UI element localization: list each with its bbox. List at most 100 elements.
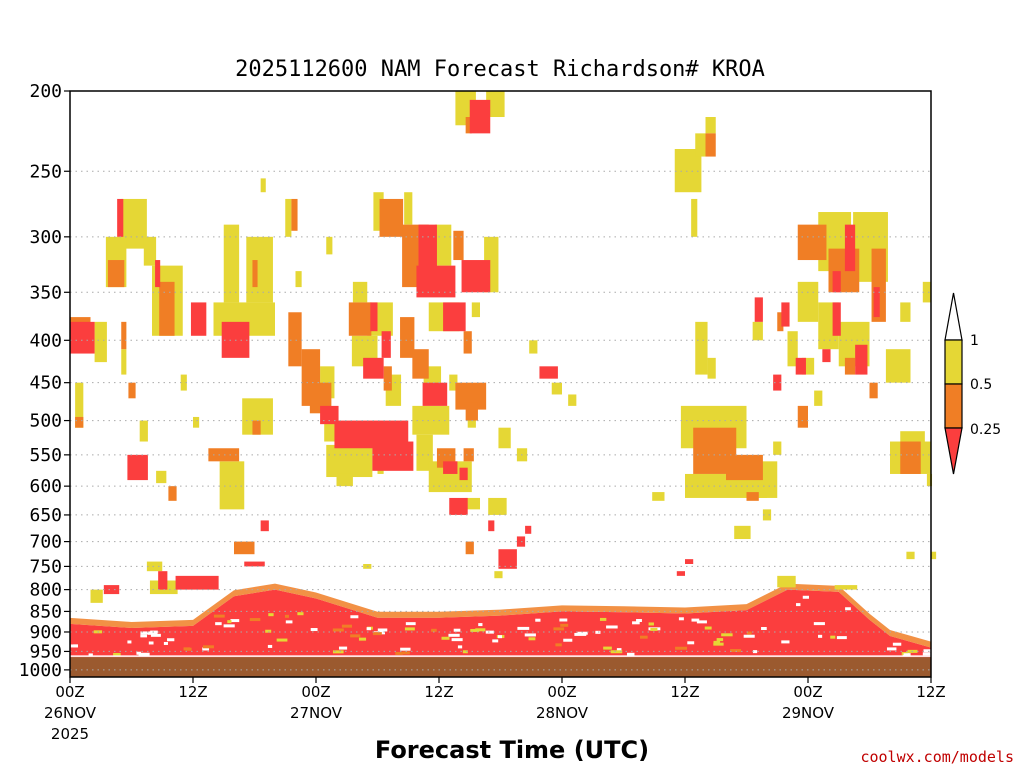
y-tick-label-300: 300 [29,227,62,248]
ri-cell-orange [797,405,808,428]
boundary-layer-speckle [796,603,801,607]
ri-cell-yellow [498,427,511,449]
boundary-layer-speckle [761,627,767,631]
boundary-layer-speckle [553,627,565,631]
boundary-layer-speckle [341,624,352,628]
y-tick-label-550: 550 [29,445,62,466]
boundary-layer-speckle [88,653,93,657]
ri-cell-red [155,260,161,288]
x-tick-label-3: 12Z [424,683,453,701]
boundary-layer-speckle [127,640,132,644]
ri-cell-orange [348,302,372,336]
boundary-layer-speckle [535,618,541,622]
ri-cell-orange [383,366,392,391]
ri-cell-red [443,302,466,332]
credit-link[interactable]: coolwx.com/models [860,748,1014,766]
y-tick-label-200: 200 [29,81,62,102]
ri-cell-orange [168,486,177,501]
boundary-layer-speckle [113,653,121,657]
boundary-layer-speckle [223,624,235,628]
boundary-layer-fringe [562,605,624,613]
boundary-layer-speckle [404,627,415,631]
ri-cell-orange [208,448,240,462]
legend-label-top: 1 [970,333,979,349]
boundary-layer-fringe [439,609,501,618]
x-tick-year-0: 2025 [51,725,89,743]
boundary-layer-speckle [140,634,147,638]
ri-cell-red [795,357,806,375]
ri-cell-yellow [285,198,292,237]
boundary-layer-speckle [632,621,640,625]
boundary-layer-speckle [332,628,344,632]
ri-cell-yellow [336,473,353,487]
ri-cell-yellow [705,117,716,134]
boundary-layer-speckle [675,646,688,650]
ri-cell-orange [412,349,429,379]
boundary-layer-speckle [892,642,902,646]
ri-cell-red [832,271,841,293]
boundary-layer-speckle [713,640,721,644]
ri-cell-yellow [734,525,751,540]
ri-cell-red [469,99,491,134]
ri-cell-red [844,224,856,272]
ri-cell-yellow [926,473,933,487]
boundary-layer-speckle [517,626,530,630]
ri-cell-orange [75,416,84,428]
ri-cell-orange [107,260,125,288]
boundary-layer-speckle [227,620,232,624]
boundary-layer-fringe [70,617,132,628]
boundary-layer-fringe [623,606,685,614]
ri-cell-yellow [121,349,127,375]
boundary-layer-fringe [746,583,788,611]
boundary-layer-speckle [923,649,932,653]
boundary-layer-speckle [845,607,851,611]
boundary-layer-speckle [616,648,622,652]
chart-title: 2025112600 NAM Forecast Richardson# KROA [235,57,765,82]
boundary-layer-speckle [202,647,210,651]
boundary-layer-speckle [636,618,642,622]
boundary-layer-speckle [140,631,152,635]
ri-cell-yellow [146,561,163,572]
boundary-layer-speckle [470,628,480,632]
y-tick-label-750: 750 [29,556,62,577]
ri-cell-red [676,571,685,576]
boundary-layer-speckle [402,651,410,655]
ri-cell-yellow [814,390,823,406]
boundary-layer-speckle [687,641,695,645]
boundary-layer-speckle [559,618,568,622]
y-tick-label-600: 600 [29,476,62,497]
ri-cell-yellow [797,281,819,322]
ri-cell-red [832,302,841,336]
boundary-layer-fringe [838,585,870,620]
ri-cell-yellow [551,382,562,395]
boundary-layer-speckle [696,620,707,624]
boundary-layer-speckle [704,626,712,630]
ri-cell-orange [777,312,784,332]
x-tick-label-0: 00Z [55,683,84,701]
ri-cell-yellow [324,420,337,442]
x-tick-date-0: 26NOV [44,704,97,722]
ri-cell-yellow [260,178,266,193]
ri-cell-red [873,287,880,318]
ri-cell-red [525,525,532,534]
boundary-layer-speckle [148,641,154,645]
ri-cell-orange [234,541,255,555]
ri-cell-yellow [373,192,384,231]
ri-cell-yellow [906,551,915,560]
ri-cell-orange [465,541,474,555]
ri-cell-yellow [900,302,911,322]
boundary-layer-speckle [150,633,161,637]
ri-cell-orange [291,198,298,231]
boundary-layer-speckle [350,634,361,638]
ri-cell-yellow [762,509,772,521]
ri-cell-yellow [156,470,167,484]
boundary-layer-fringe [377,611,439,618]
boundary-layer-speckle [338,646,348,650]
ri-cell-red [685,559,694,564]
boundary-layer-speckle [903,653,909,657]
boundary-layer-speckle [136,651,141,655]
boundary-layer-speckle [400,647,411,651]
plot-frame [69,90,932,678]
ri-cell-yellow [223,224,240,303]
ri-cell-red [498,549,517,569]
